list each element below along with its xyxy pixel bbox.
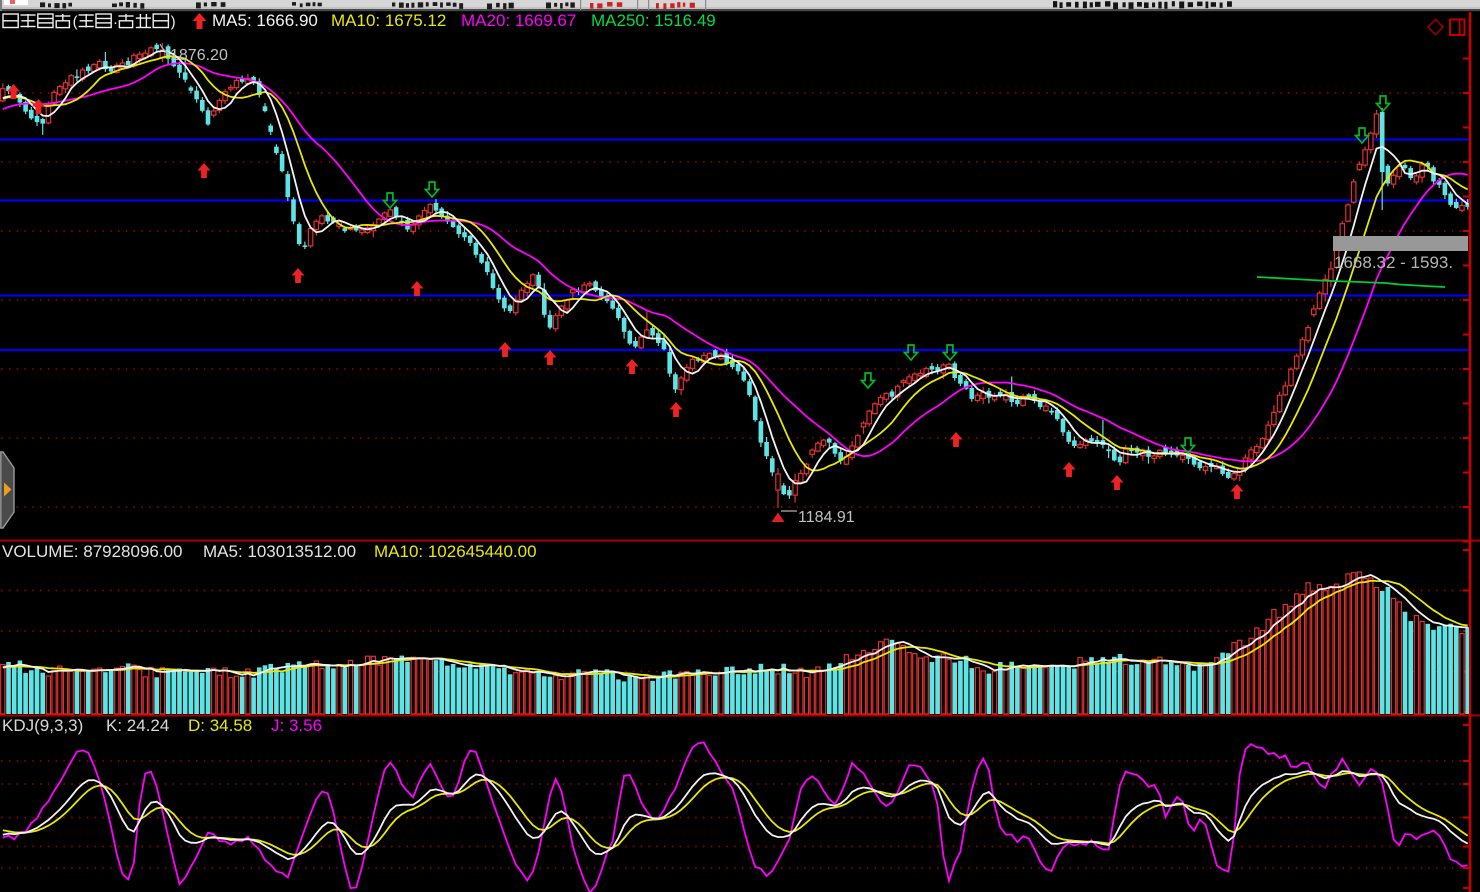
svg-text:1876.20: 1876.20 [170, 47, 228, 64]
svg-text:1184.91: 1184.91 [798, 509, 855, 526]
svg-text:.: . [113, 11, 117, 28]
svg-text:): ) [171, 14, 176, 31]
svg-text:1668.32 - 1593.: 1668.32 - 1593. [1334, 253, 1453, 272]
svg-text:(: ( [73, 14, 78, 31]
